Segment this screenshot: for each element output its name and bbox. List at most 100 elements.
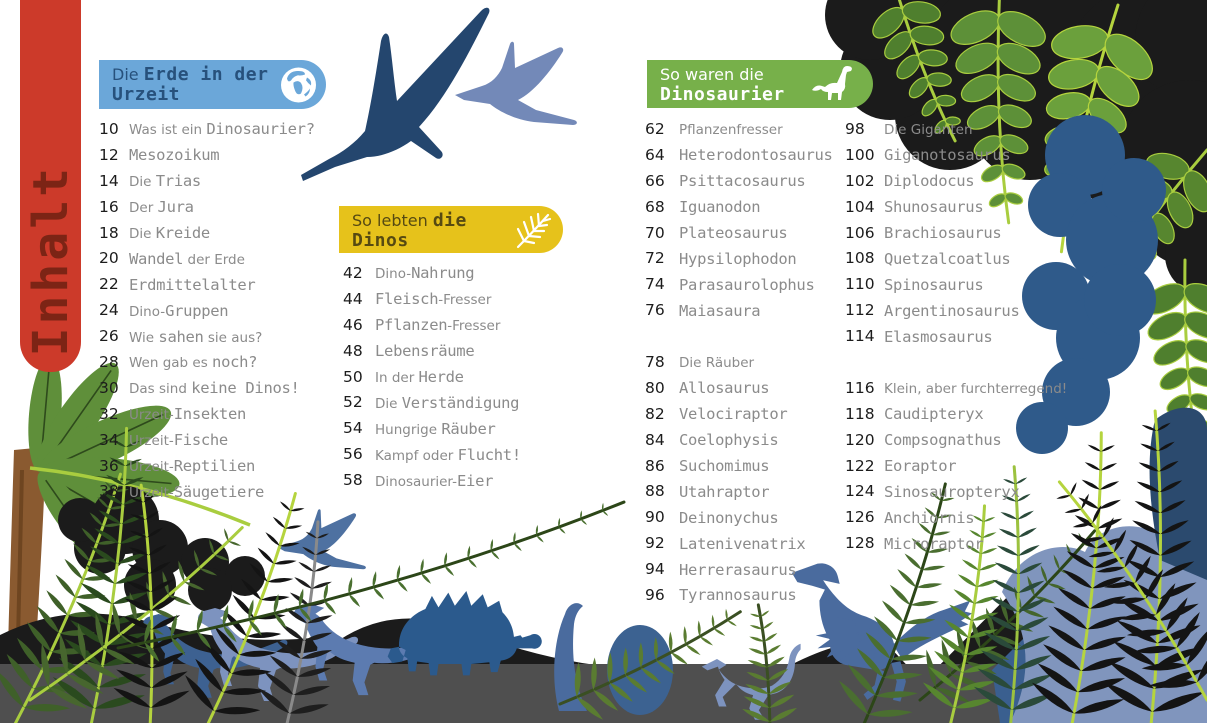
toc-page-number: 20 — [99, 249, 119, 268]
navy-patch — [1149, 407, 1207, 580]
toc-entry-title: Plateosaurus — [679, 223, 788, 242]
toc-page-number: 42 — [343, 263, 363, 282]
toc-entry-title: Brachiosaurus — [884, 223, 1002, 242]
toc-row: 54 Hungrige Räuber — [343, 415, 521, 441]
toc-entry-title: Allosaurus — [679, 378, 770, 398]
fern-frond — [872, 0, 961, 143]
toc-title-segment: Fleisch — [375, 290, 439, 309]
hadrosaur-3 — [293, 604, 451, 696]
toc-entry-title: Argentinosaurus — [884, 301, 1020, 320]
toc-page-number: 116 — [845, 378, 875, 397]
toc-entry-title: Dinosaurier-Eier — [375, 471, 493, 490]
palm-stem — [29, 466, 251, 527]
toc-page-number: 46 — [343, 315, 363, 334]
toc-entry-title: Shunosaurus — [884, 197, 984, 216]
toc-page-number: 94 — [645, 560, 665, 579]
toc-list: 62 Pflanzenfresser 64 Heterodontosaurus 66 Ps… — [645, 116, 833, 608]
toc-page-number: 32 — [99, 404, 119, 423]
header-title-segment: Die — [112, 65, 144, 84]
fern-frond — [116, 500, 626, 662]
toc-title-segment: -Fresser — [447, 318, 501, 335]
globe-icon — [280, 66, 317, 103]
toc-row: 124 Sinosauropteryx — [845, 478, 1067, 504]
palm-trunk — [8, 447, 46, 648]
toc-entry-title: Parasaurolophus — [679, 275, 815, 294]
toc-title-segment: Wandel — [129, 249, 184, 268]
toc-row: 126 Anchiornis — [845, 504, 1067, 530]
toc-page-number: 78 — [645, 352, 665, 371]
toc-entry-title: Die Räuber — [679, 352, 754, 371]
toc-title-segment: Urzeit- — [129, 484, 174, 501]
toc-page-number: 76 — [645, 301, 665, 320]
toc-row: 120 Compsognathus — [845, 427, 1067, 453]
toc-entry-title: Giganotosaurus — [884, 145, 1011, 164]
toc-title-segment: Trias — [155, 172, 201, 191]
fern-frond — [113, 483, 190, 723]
toc-title-segment: Pflanzenfresser — [679, 122, 783, 139]
toc-title-segment: Quetzalcoatlus — [884, 249, 1011, 268]
toc-row: 44 Fleisch-Fresser — [343, 286, 521, 312]
toc-title-segment: Argentinosaurus — [884, 301, 1020, 320]
header-title-segment: Dinos — [352, 230, 409, 251]
toc-page-number: 102 — [845, 171, 875, 190]
fern-frond — [839, 482, 955, 723]
toc-page-number: 34 — [99, 430, 119, 449]
toc-title-segment: Anchiornis — [884, 508, 975, 527]
toc-entry-title: In der Herde — [375, 367, 464, 386]
toc-row: 24 Dino-Gruppen — [99, 297, 315, 323]
toc-title-segment: Urzeit- — [129, 459, 174, 476]
toc-title-segment: Die — [375, 395, 402, 412]
toc-page-number: 108 — [845, 249, 875, 268]
toc-title-segment: Herde — [418, 368, 464, 386]
toc-title-segment: Psittacosaurus — [679, 172, 806, 191]
toc-row: 84 Coelophysis — [645, 427, 833, 453]
toc-title-segment: Dinosaurier- — [375, 473, 457, 490]
fern-frond — [1031, 431, 1127, 723]
toc-row: 20 Wandel der Erde — [99, 245, 315, 271]
toc-title-segment: Parasaurolophus — [679, 275, 815, 294]
toc-entry-title: Urzeit-Reptilien — [129, 456, 255, 475]
toc-title-segment: Die Giganten — [884, 122, 973, 139]
toc-title-segment: Gruppen — [165, 301, 229, 320]
toc-title-segment: keine Dinos! — [191, 379, 300, 398]
toc-row: 98 Die Giganten — [845, 116, 1067, 142]
toc-row: 86 Suchomimus — [645, 453, 833, 479]
toc-title-segment: Räuber — [441, 419, 496, 438]
toc-entry-title: Lebensräume — [375, 341, 475, 360]
toc-entry-title: Suchomimus — [679, 456, 770, 475]
section-header-erde-urzeit: Die Erde in der Urzeit — [99, 60, 326, 109]
toc-entry-title: Die Kreide — [129, 223, 210, 242]
toc-row: 46 Pflanzen-Fresser — [343, 312, 521, 338]
toc-entry-title: Compsognathus — [884, 430, 1002, 450]
toc-title-segment: Maiasaura — [679, 301, 761, 320]
toc-title-segment: Iguanodon — [679, 198, 761, 217]
toc-title-segment: Compsognathus — [884, 431, 1002, 450]
toc-row: 28 Wen gab es noch? — [99, 349, 315, 375]
toc-entry-title: Was ist ein Dinosaurier? — [129, 119, 315, 138]
toc-page-number: 28 — [99, 352, 119, 371]
toc-row: 92 Latenivenatrix — [645, 530, 833, 556]
toc-entry-title: Erdmittelalter — [129, 275, 256, 294]
feathered-raptor — [791, 563, 973, 702]
header-title-segment: Dinosaurier — [660, 84, 785, 105]
toc-page-number: 62 — [645, 119, 665, 138]
pterosaur-large — [301, 7, 490, 181]
toc-page-number: 92 — [645, 534, 665, 553]
toc-page-number: 24 — [99, 301, 119, 320]
toc-row: 106 Brachiosaurus — [845, 220, 1067, 246]
toc-row: 74 Parasaurolophus — [645, 271, 833, 297]
toc-title-segment: Klein, aber furchterregend! — [884, 381, 1068, 398]
toc-title-segment: -Fresser — [438, 292, 492, 309]
toc-row: 64 Heterodontosaurus — [645, 142, 833, 168]
toc-entry-title: Tyrannosaurus — [679, 585, 797, 604]
toc-title-segment: Eoraptor — [884, 457, 957, 476]
toc-row: 96 Tyrannosaurus — [645, 582, 833, 608]
toc-row: 94 Herrerasaurus — [645, 556, 833, 582]
toc-entry-title: Microraptor — [884, 534, 984, 553]
toc-entry-title: Wandel der Erde — [129, 249, 245, 268]
toc-list: 10 Was ist ein Dinosaurier? 12 Mesozoikum 14… — [99, 116, 315, 504]
toc-page-number: 26 — [99, 327, 119, 346]
toc-title-segment: Allosaurus — [679, 379, 770, 398]
sauropod-neck — [554, 603, 587, 711]
toc-entry-title: Eoraptor — [884, 456, 957, 476]
